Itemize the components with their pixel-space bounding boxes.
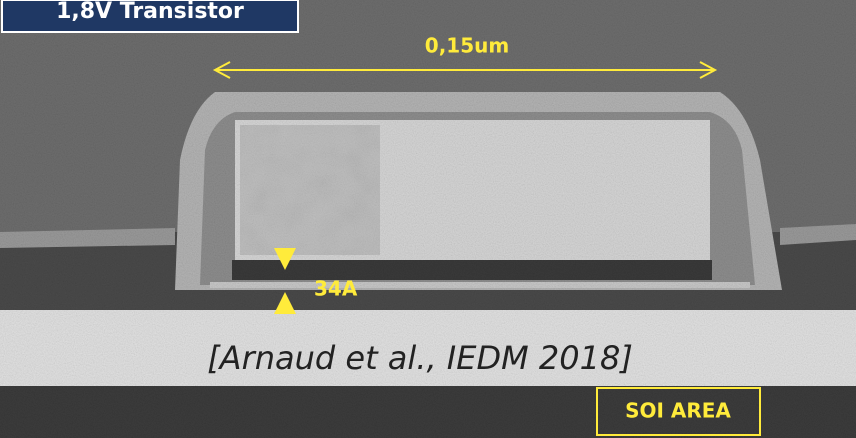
thickness-label: 34A <box>314 277 358 301</box>
page: 1,8V Transistor 0,15um 34A [Arnaud et al… <box>0 0 856 438</box>
title: 1,8V Transistor <box>56 0 244 24</box>
tem-image: 1,8V Transistor 0,15um 34A [Arnaud et al… <box>0 0 856 438</box>
region-label: SOI AREA <box>625 399 731 423</box>
citation: [Arnaud et al., IEDM 2018] <box>207 339 633 377</box>
gate-shading <box>240 125 380 255</box>
gate-length-label: 0,15um <box>425 34 509 58</box>
